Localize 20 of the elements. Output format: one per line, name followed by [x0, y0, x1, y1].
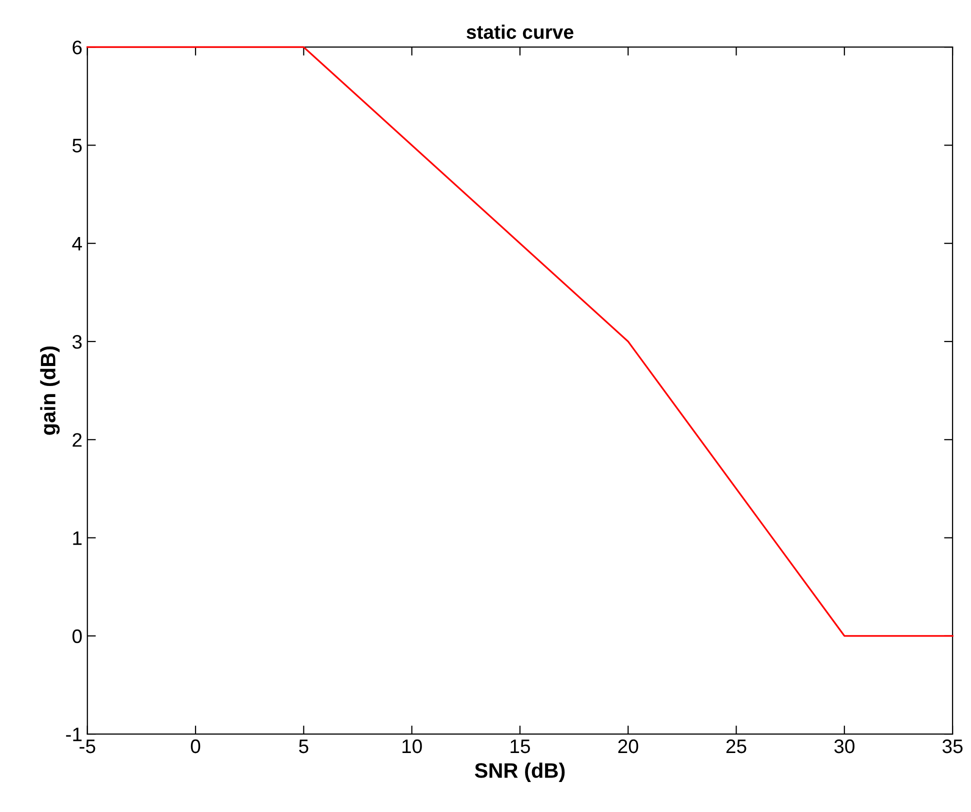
- chart-title: static curve: [466, 24, 574, 39]
- y-tick-label: 3: [72, 334, 82, 349]
- y-tick-label: 0: [72, 629, 82, 644]
- x-tick-label: 35: [942, 739, 963, 754]
- y-axis-title: gain (dB): [40, 346, 60, 435]
- x-axis-title: SNR (dB): [474, 762, 565, 782]
- x-tick-label: 5: [299, 740, 308, 754]
- y-tick-label: 4: [72, 237, 82, 250]
- y-tick-label: -1: [66, 728, 82, 742]
- x-tick-label: 15: [510, 740, 530, 754]
- y-tick-label: 5: [72, 138, 82, 152]
- y-tick-label: 1: [73, 531, 82, 545]
- y-tick-label: 6: [72, 40, 82, 54]
- x-tick-label: 30: [834, 739, 854, 754]
- x-tick-label: -5: [80, 740, 96, 754]
- x-tick-label: 0: [190, 739, 200, 754]
- x-tick-label: 25: [726, 739, 746, 754]
- x-tick-label: 20: [618, 739, 638, 754]
- y-tick-label: 2: [72, 433, 82, 447]
- x-tick-label: 10: [402, 739, 422, 754]
